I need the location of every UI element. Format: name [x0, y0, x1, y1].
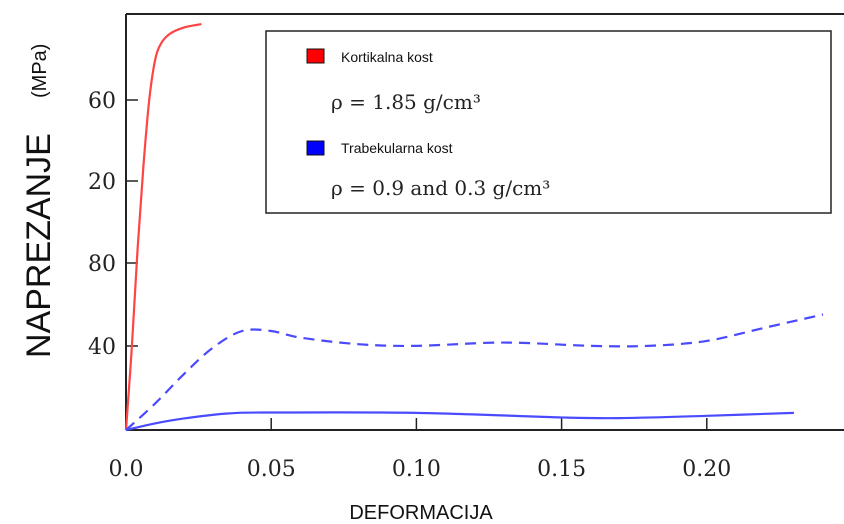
legend-formula-cortical: ρ = 1.85 g/cm³ [331, 90, 481, 114]
x-axis-label: DEFORMACIJA [349, 502, 493, 524]
y-tick-label: 20 [88, 170, 116, 195]
trabecular-light-curve [125, 411, 794, 432]
legend-label-trabecular: Trabekularna kost [341, 140, 453, 156]
x-tick-label: 0.05 [247, 457, 296, 482]
legend-box [265, 30, 832, 214]
legend-label-cortical: Kortikalna kost [341, 49, 433, 65]
legend-swatch-cortical [306, 48, 325, 64]
y-tick-label: 80 [88, 252, 116, 277]
trabecular-dense-curve [125, 313, 824, 431]
y-tick-label: 40 [88, 335, 116, 360]
cortical-bone-curve [124, 23, 202, 431]
y-axis-label: NAPREZANJE [20, 133, 58, 358]
x-tick-label: 0.15 [537, 457, 586, 482]
y-axis-unit: (MPa) [29, 44, 51, 98]
legend: Kortikalna kost ρ = 1.85 g/cm³ Trabekula… [265, 30, 832, 214]
x-tick-label: 0.10 [392, 457, 441, 482]
x-tick-label: 0.20 [682, 457, 731, 482]
legend-swatch-trabecular [306, 140, 325, 156]
y-tick-label: 60 [88, 89, 116, 114]
x-tick-label: 0.0 [109, 457, 144, 482]
legend-formula-trabecular: ρ = 0.9 and 0.3 g/cm³ [331, 176, 550, 200]
